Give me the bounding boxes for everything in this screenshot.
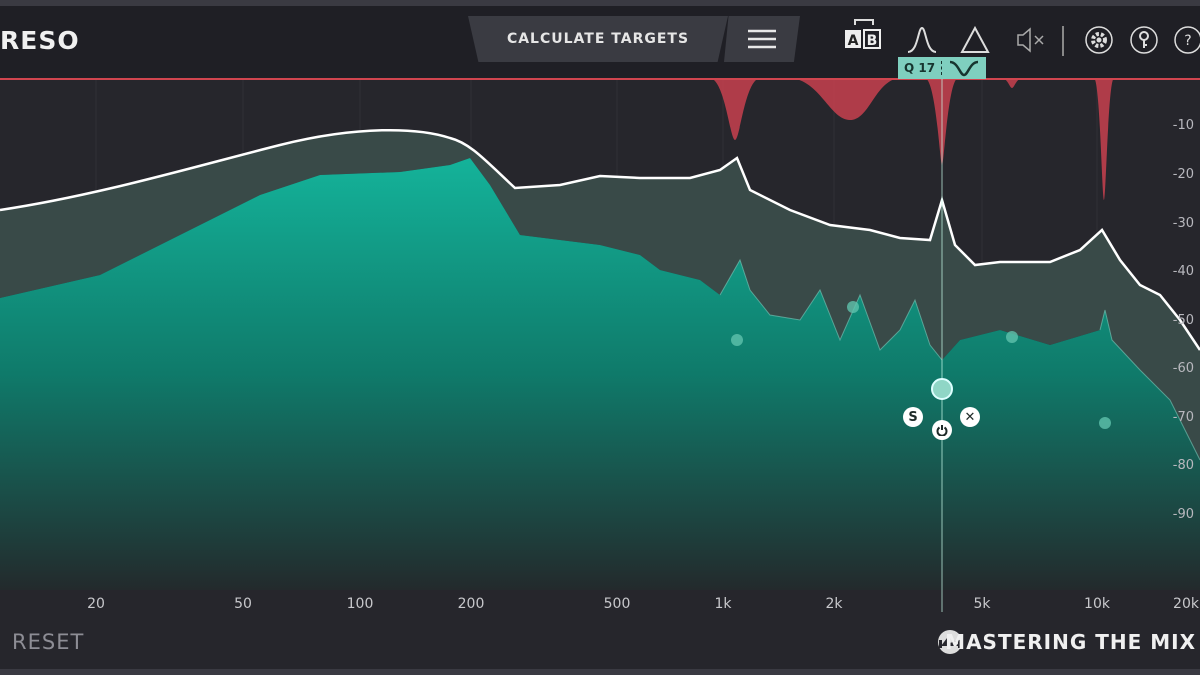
toolbar-divider: [1062, 26, 1064, 56]
db-label: -20: [1172, 167, 1194, 182]
spectrum-graph[interactable]: [0, 78, 1200, 623]
help-button[interactable]: ?: [1172, 24, 1200, 56]
license-button[interactable]: [1128, 24, 1160, 56]
peak-curve: [0, 129, 1200, 351]
freq-label: 20: [87, 596, 105, 612]
brand-name: MASTERING THE MIX: [945, 630, 1196, 654]
q-divider: [941, 61, 943, 75]
freq-label: 10k: [1084, 596, 1110, 612]
help-icon: ?: [1174, 26, 1200, 54]
db-label: -10: [1172, 118, 1194, 133]
db-label: -80: [1172, 458, 1194, 473]
freq-label: 1k: [714, 596, 732, 612]
menu-button[interactable]: [724, 16, 800, 62]
freq-label: 50: [234, 596, 252, 612]
svg-text:?: ?: [1184, 33, 1191, 49]
mute-icon: [1017, 27, 1044, 53]
db-label: -90: [1172, 507, 1194, 522]
brand-logo-icon: [938, 630, 962, 654]
svg-text:B: B: [867, 33, 878, 49]
calculate-targets-button[interactable]: CALCULATE TARGETS: [468, 16, 728, 62]
remove-band-button[interactable]: ✕: [960, 407, 980, 427]
settings-button[interactable]: [1083, 24, 1115, 56]
db-label: -60: [1172, 361, 1194, 376]
notch-shape-icon: [949, 60, 979, 77]
gap-area: [0, 130, 1200, 460]
triangle-button[interactable]: [959, 24, 991, 56]
solo-button[interactable]: S: [903, 407, 923, 427]
bypass-button[interactable]: [932, 420, 952, 440]
app-title: RESO: [0, 26, 80, 55]
freq-label: 500: [603, 596, 631, 612]
hamburger-icon: [748, 29, 776, 49]
freq-label: 5k: [973, 596, 991, 612]
freq-label: 100: [346, 596, 374, 612]
bell-curve-icon: [907, 26, 937, 53]
bell-filter-button[interactable]: [906, 24, 938, 56]
band-nodes[interactable]: [731, 301, 1111, 429]
freq-label: 200: [457, 596, 485, 612]
reset-button[interactable]: RESET: [12, 630, 85, 654]
settings-icon: [1085, 26, 1113, 54]
db-label: -40: [1172, 264, 1194, 279]
q-value: Q 17: [904, 61, 936, 75]
mute-button[interactable]: [1015, 24, 1047, 56]
spectrum-fill: [0, 158, 1200, 590]
freq-label: 20k: [1173, 596, 1199, 612]
selected-band-node[interactable]: [931, 378, 953, 400]
spectrum-outline: [719, 258, 1200, 461]
freq-label: 2k: [825, 596, 843, 612]
db-label: -50: [1172, 313, 1194, 328]
db-label: -30: [1172, 216, 1194, 231]
svg-text:A: A: [848, 33, 859, 49]
db-label: -70: [1172, 410, 1194, 425]
power-icon: [936, 425, 948, 436]
footer: RESET MASTERING THE MIX: [0, 620, 1200, 675]
q-control[interactable]: Q 17: [898, 57, 986, 79]
triangle-icon: [960, 25, 990, 53]
key-icon: [1130, 26, 1158, 54]
